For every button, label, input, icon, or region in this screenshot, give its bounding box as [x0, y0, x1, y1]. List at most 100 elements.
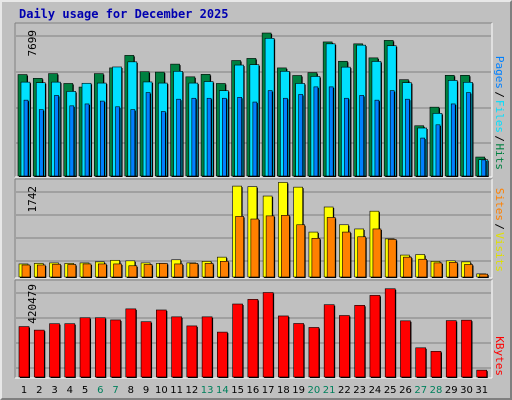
bar-kbytes [354, 305, 365, 378]
bar-sites [159, 263, 168, 278]
x-tick-label: 22 [338, 385, 351, 396]
bar-sites [372, 228, 382, 278]
bar-pages [38, 109, 44, 177]
bar-pages [405, 98, 410, 177]
bar-kbytes [79, 317, 91, 378]
bar-sites [296, 224, 305, 278]
bar-pages [374, 99, 380, 177]
bar-kbytes [445, 320, 457, 378]
x-tick-label: 30 [460, 385, 473, 396]
bar-kbytes [339, 315, 350, 378]
bar-sites [403, 256, 412, 278]
bar-sites [342, 231, 351, 278]
bar-kbytes [140, 321, 152, 378]
bar-sites [220, 261, 229, 278]
bar-kbytes [476, 369, 488, 378]
x-tick-label: 6 [97, 385, 103, 396]
bar-sites [326, 217, 336, 278]
legend-pages: Pages [493, 56, 506, 89]
kbytes-legend: KBytes [493, 336, 506, 376]
bar-sites [189, 263, 199, 278]
bar-pages [481, 159, 487, 177]
bar-kbytes [384, 288, 396, 378]
bar-pages [54, 95, 59, 177]
bar-pages [466, 92, 471, 177]
bar-pages [450, 103, 456, 177]
bar-kbytes [247, 299, 259, 378]
bar-sites [235, 216, 244, 278]
bar-sites [97, 263, 107, 278]
bar-sites [174, 263, 183, 278]
bar-kbytes [125, 308, 137, 378]
bar-pages [23, 99, 29, 177]
bar-sites [265, 215, 275, 278]
x-tick-label: 27 [414, 385, 427, 396]
bar-kbytes [156, 309, 167, 378]
bar-kbytes [217, 331, 228, 378]
bar-pages [435, 124, 441, 177]
bar-sites [128, 265, 138, 278]
bar-pages [420, 137, 426, 177]
bar-sites [204, 263, 214, 278]
bar-sites [281, 215, 290, 278]
bar-kbytes [94, 317, 106, 378]
bar-pages [191, 97, 197, 177]
bar-kbytes [64, 323, 76, 378]
bar-sites [387, 239, 397, 278]
x-tick-label: 28 [430, 385, 443, 396]
bar-kbytes [18, 326, 30, 378]
bar-sites [82, 263, 92, 278]
bar-pages [252, 101, 258, 177]
legend-kbytes: KBytes [493, 336, 506, 376]
bar-kbytes [262, 292, 274, 378]
bar-sites [67, 264, 77, 278]
bar-pages [237, 97, 242, 177]
hits-legend: Hits / Files / Pages [493, 56, 506, 170]
x-tick-label: 10 [155, 385, 168, 396]
bar-kbytes [201, 316, 213, 378]
x-tick-label: 9 [143, 385, 149, 396]
x-tick-label: 24 [369, 385, 382, 396]
bar-sites [21, 264, 31, 278]
bar-kbytes [186, 325, 198, 378]
bar-sites [311, 238, 321, 278]
bar-pages [344, 97, 349, 177]
x-tick-label: 13 [201, 385, 214, 396]
bar-pages [328, 86, 334, 177]
bar-kbytes [415, 347, 427, 378]
bar-pages [161, 111, 166, 177]
bar-sites [250, 218, 260, 278]
legend-separator: / [493, 91, 506, 98]
bar-sites [418, 258, 428, 278]
bar-kbytes [49, 323, 60, 378]
x-tick-label: 3 [51, 385, 57, 396]
bar-sites [357, 236, 366, 278]
x-tick-label: 16 [247, 385, 260, 396]
legend-visits: Visits [493, 232, 506, 272]
legend-separator: / [493, 135, 506, 142]
x-tick-label: 1 [21, 385, 27, 396]
bar-kbytes [461, 319, 472, 378]
x-tick-label: 23 [353, 385, 366, 396]
bar-pages [313, 86, 319, 177]
bar-pages [69, 105, 75, 177]
x-tick-label: 26 [399, 385, 412, 396]
x-tick-label: 5 [82, 385, 88, 396]
bar-sites [36, 264, 46, 278]
legend-separator: / [493, 223, 506, 230]
bar-pages [267, 90, 273, 177]
hits-max-label: 7699 [26, 30, 39, 57]
legend-sites: Sites [493, 188, 506, 221]
bar-pages [130, 109, 136, 177]
bar-sites [433, 262, 443, 278]
bar-kbytes [171, 316, 182, 378]
bar-sites [113, 263, 122, 278]
x-tick-label: 17 [262, 385, 275, 396]
visits-legend: Visits / Sites [493, 188, 506, 272]
bar-pages [359, 95, 364, 177]
x-tick-label: 4 [67, 385, 73, 396]
bar-kbytes [400, 320, 411, 378]
x-tick-label: 7 [112, 385, 118, 396]
bar-sites [52, 263, 61, 278]
bar-pages [84, 103, 90, 177]
